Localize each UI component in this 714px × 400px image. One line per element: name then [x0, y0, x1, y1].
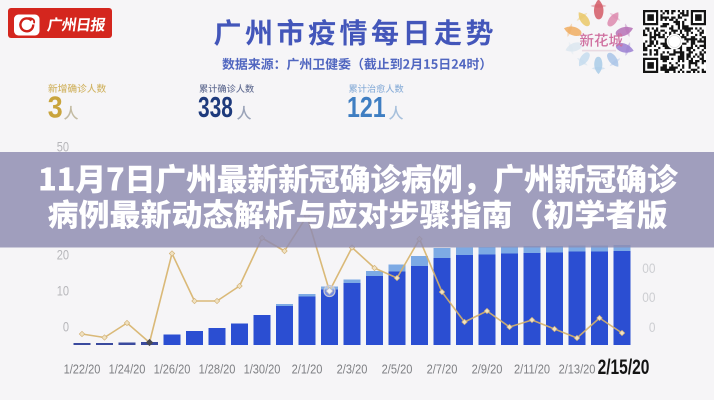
svg-text:10: 10 — [57, 284, 69, 299]
svg-text:2/15/20: 2/15/20 — [598, 355, 650, 379]
svg-text:2/5/20: 2/5/20 — [382, 362, 413, 377]
svg-text:2/1/20: 2/1/20 — [292, 362, 323, 377]
svg-text:50: 50 — [57, 140, 69, 155]
svg-text:338: 338 — [198, 92, 233, 124]
svg-text:1/24/20: 1/24/20 — [109, 362, 146, 377]
svg-text:1/30/20: 1/30/20 — [244, 362, 281, 377]
svg-text:0: 0 — [649, 319, 656, 335]
svg-text:2/13/20: 2/13/20 — [559, 362, 596, 377]
svg-text:3: 3 — [48, 91, 63, 125]
svg-text:00: 00 — [642, 260, 655, 276]
svg-text:2/7/20: 2/7/20 — [427, 362, 458, 377]
svg-text:1/28/20: 1/28/20 — [199, 362, 236, 377]
svg-text:20: 20 — [57, 248, 69, 263]
svg-text:1/22/20: 1/22/20 — [64, 362, 101, 377]
svg-text:121: 121 — [347, 90, 386, 123]
svg-text:2/11/20: 2/11/20 — [514, 362, 550, 377]
svg-text:2/9/20: 2/9/20 — [472, 362, 503, 377]
svg-text:2/3/20: 2/3/20 — [337, 362, 368, 377]
svg-text:1/26/20: 1/26/20 — [154, 362, 191, 377]
svg-text:0: 0 — [63, 320, 69, 335]
svg-text:00: 00 — [642, 289, 655, 305]
